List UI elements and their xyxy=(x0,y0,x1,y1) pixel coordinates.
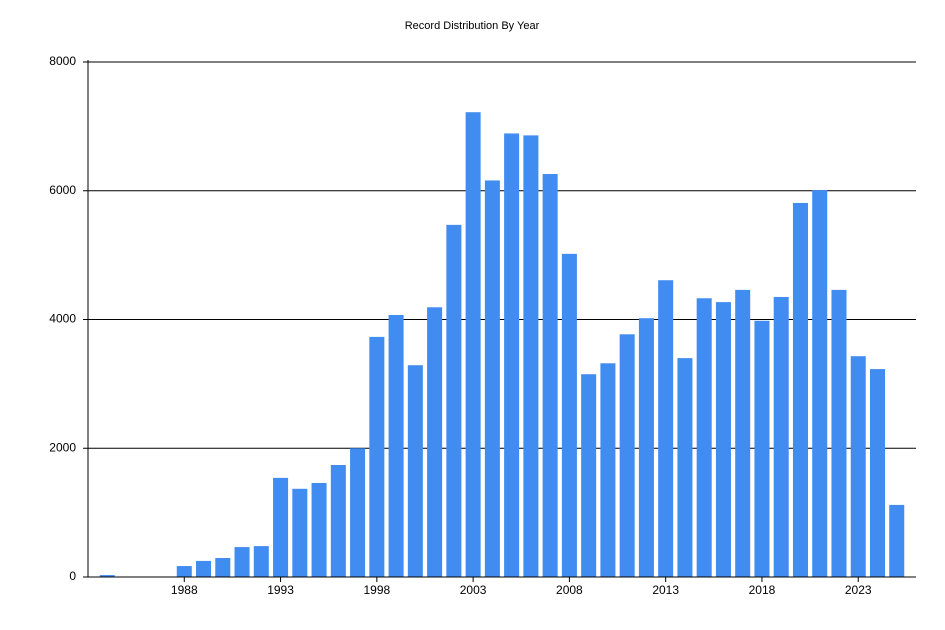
bar xyxy=(773,296,789,577)
bar xyxy=(696,298,712,577)
y-tick-label: 8000 xyxy=(49,54,76,68)
x-tick-label: 2023 xyxy=(845,583,872,597)
chart-title: Record Distribution By Year xyxy=(405,20,540,32)
bar xyxy=(504,133,520,578)
bar xyxy=(889,504,905,577)
bar xyxy=(542,174,558,577)
bar xyxy=(465,112,481,578)
bar xyxy=(812,190,828,577)
bar xyxy=(292,488,308,577)
x-tick-label: 2008 xyxy=(556,583,583,597)
bar xyxy=(407,365,423,577)
bar xyxy=(715,302,731,577)
y-tick-label: 0 xyxy=(69,569,76,583)
bar xyxy=(831,289,847,577)
bar xyxy=(369,336,385,577)
bar xyxy=(446,224,462,577)
y-tick-label: 6000 xyxy=(49,183,76,197)
bar xyxy=(427,307,443,577)
x-tick-label: 1998 xyxy=(363,583,390,597)
bar xyxy=(176,566,192,577)
bar xyxy=(273,477,289,577)
x-tick-label: 1988 xyxy=(171,583,198,597)
bar xyxy=(619,334,635,577)
x-tick-label: 2013 xyxy=(652,583,679,597)
bar xyxy=(850,356,866,577)
x-tick-label: 1993 xyxy=(267,583,294,597)
bar xyxy=(581,374,597,577)
bar xyxy=(484,180,500,577)
bar xyxy=(253,546,269,577)
bar xyxy=(215,558,231,577)
bar xyxy=(561,253,577,577)
bar xyxy=(792,202,808,577)
bar xyxy=(388,314,404,577)
bar xyxy=(234,547,250,577)
bar xyxy=(754,320,770,577)
bar xyxy=(523,135,539,577)
bar xyxy=(99,575,115,577)
bar xyxy=(311,483,327,577)
bar xyxy=(600,363,616,577)
y-tick-label: 2000 xyxy=(49,440,76,454)
bar xyxy=(350,448,366,577)
y-tick-label: 4000 xyxy=(49,312,76,326)
bar xyxy=(638,318,654,577)
bar xyxy=(735,289,751,577)
bar xyxy=(677,358,693,577)
bar xyxy=(330,464,346,577)
x-tick-label: 2003 xyxy=(460,583,487,597)
bar xyxy=(196,560,212,577)
bar xyxy=(658,280,674,577)
x-tick-label: 2018 xyxy=(749,583,776,597)
bar xyxy=(869,369,885,577)
